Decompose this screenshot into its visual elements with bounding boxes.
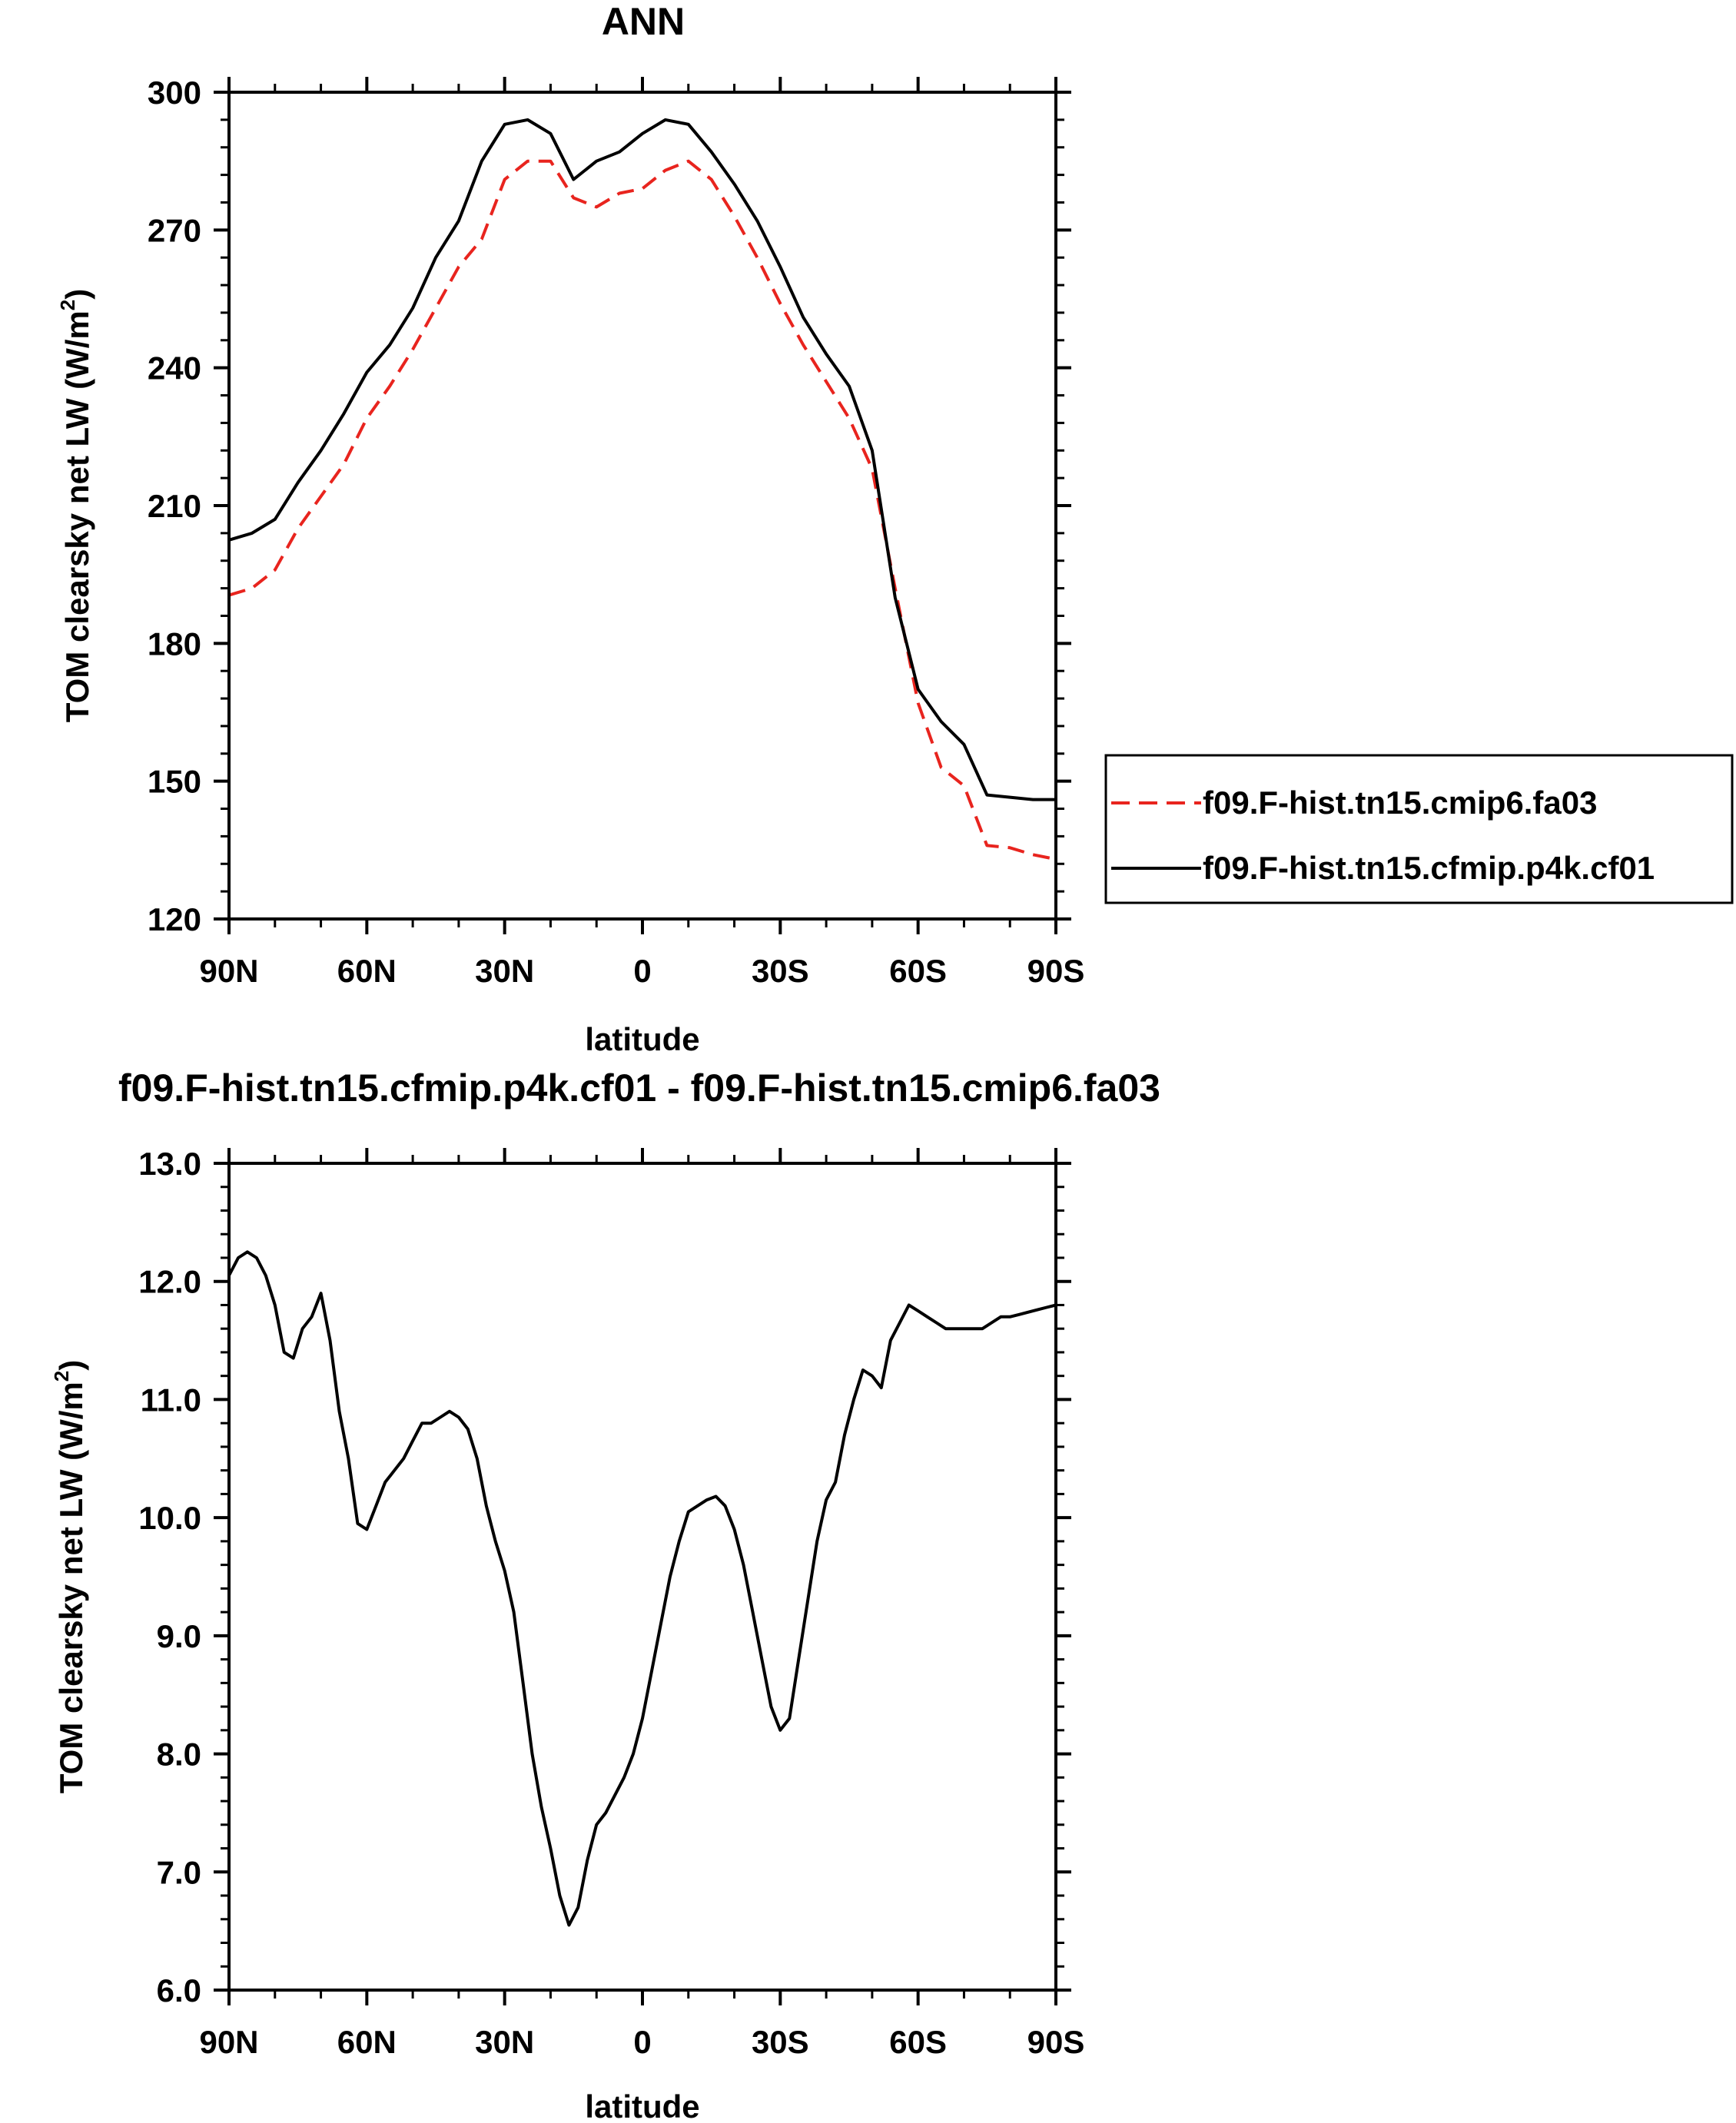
chart-2-ylabel-sup: 2 <box>50 1371 73 1382</box>
chart-1-ylabel-sup: 2 <box>56 300 79 310</box>
legend-box <box>1104 754 1734 904</box>
legend-label-fa03: f09.F-hist.tn15.cmip6.fa03 <box>1203 785 1598 821</box>
series-line-1-1 <box>228 159 1057 861</box>
x-tick-label: 90S <box>1027 2024 1085 2060</box>
chart-1-ticks: 90N 60N 30N 0 30S 60S 90S 120 150 180 210 240 270 300 <box>148 75 1084 989</box>
x-tick-label: 90S <box>1027 953 1085 989</box>
y-tick-label: 7.0 <box>157 1854 201 1890</box>
y-tick-label: 6.0 <box>157 1972 201 2009</box>
chart-1-ylabel-main: TOM clearsky net LW (W/m <box>59 310 95 722</box>
x-tick-label: 30N <box>475 2024 534 2060</box>
x-tick-label: 60N <box>337 2024 397 2060</box>
y-tick-label: 9.0 <box>157 1618 201 1654</box>
chart-1-ylabel-close: ) <box>59 289 95 300</box>
chart-2-ticks: 90N 60N 30N 0 30S 60S 90S 6.0 7.0 8.0 9.0 10.0 11.0 1… <box>138 1146 1084 2060</box>
x-tick-label: 30S <box>752 953 809 989</box>
chart-1-ylabel: TOM clearsky net LW (W/m2) <box>56 289 95 722</box>
x-tick-label: 90N <box>199 2024 258 2060</box>
y-tick-label: 270 <box>148 212 201 248</box>
y-tick-label: 150 <box>148 764 201 800</box>
chart-1-marks <box>228 118 1057 861</box>
x-tick-label: 0 <box>633 953 651 989</box>
y-tick-label: 10.0 <box>138 1500 201 1536</box>
y-tick-label: 12.0 <box>138 1264 201 1300</box>
chart-2-ylabel-close: ) <box>53 1360 89 1371</box>
x-tick-label: 30N <box>475 953 534 989</box>
chart-2-marks <box>227 1250 1057 1927</box>
y-tick-label: 120 <box>148 901 201 937</box>
x-tick-label: 90N <box>199 953 258 989</box>
y-tick-label: 8.0 <box>157 1737 201 1773</box>
x-tick-label: 0 <box>633 2024 651 2060</box>
x-tick-label: 60S <box>889 953 947 989</box>
chart-2-plot-frame <box>227 1162 1057 1992</box>
y-tick-label: 11.0 <box>141 1382 201 1418</box>
chart-2-title: f09.F-hist.tn15.cfmip.p4k.cf01 - f09.F-h… <box>118 1066 1160 1110</box>
chart-2: f09.F-hist.tn15.cfmip.p4k.cf01 - f09.F-h… <box>50 1066 1160 2123</box>
series-line-2-1 <box>227 1250 1057 1927</box>
y-tick-label: 300 <box>148 75 201 111</box>
legend-label-cf01: f09.F-hist.tn15.cfmip.p4k.cf01 <box>1203 850 1655 886</box>
series-line-1-2 <box>228 118 1056 801</box>
chart-1-xlabel: latitude <box>585 1021 699 1057</box>
chart-2-ylabel-main: TOM clearsky net LW (W/m <box>53 1382 89 1793</box>
y-tick-label: 180 <box>148 625 201 662</box>
x-tick-label: 30S <box>752 2024 809 2060</box>
chart-1: ANN 90N 60N 30N 0 30S 60S 90S 120 150 180 210 240 27… <box>56 0 1734 1057</box>
chart-1-plot-frame <box>227 91 1057 921</box>
chart-1-legend: f09.F-hist.tn15.cmip6.fa03 f09.F-hist.tn… <box>1104 754 1734 904</box>
chart-1-title: ANN <box>602 0 685 43</box>
y-tick-label: 240 <box>148 350 201 386</box>
chart-2-ylabel: TOM clearsky net LW (W/m2) <box>50 1360 89 1793</box>
y-tick-label: 13.0 <box>138 1146 201 1182</box>
x-tick-label: 60N <box>337 953 397 989</box>
chart-2-xlabel: latitude <box>585 2088 699 2123</box>
y-tick-label: 210 <box>148 488 201 524</box>
x-tick-label: 60S <box>889 2024 947 2060</box>
